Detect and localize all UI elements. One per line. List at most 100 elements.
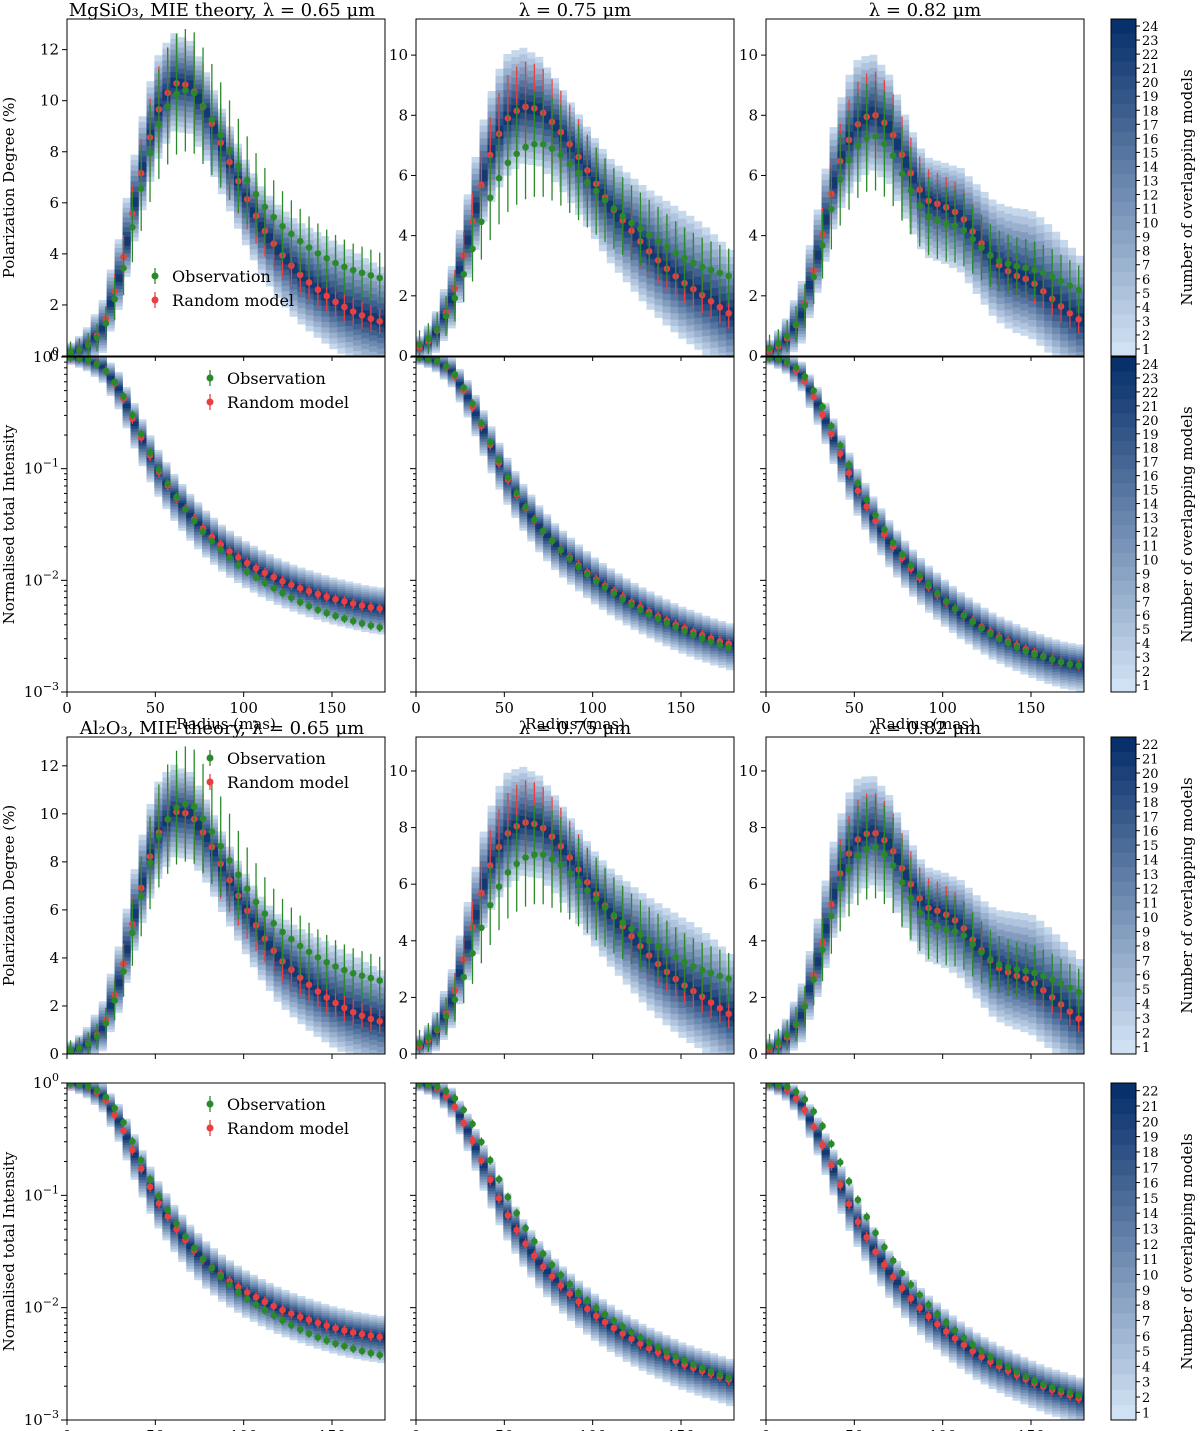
observation-point <box>707 638 715 646</box>
observation-point <box>252 898 260 906</box>
legend: Observation Random model <box>206 369 349 412</box>
observation-point <box>566 1280 573 1288</box>
observation-point <box>305 602 313 610</box>
colorbar-tick-label: 8 <box>1142 581 1150 596</box>
observation-point <box>76 346 83 354</box>
colorbar-MgSiO3-intensity: 123456789101112131415161718192021222324N… <box>1110 356 1196 694</box>
colorbar-segment <box>1111 594 1136 609</box>
observation-point <box>341 615 348 622</box>
random-model-point <box>305 279 313 286</box>
observation-point <box>566 160 573 168</box>
observation-point <box>783 332 791 340</box>
x-ticks: 0 50 100 150 <box>411 692 695 717</box>
colorbar-segment <box>1111 866 1136 882</box>
observation-point <box>84 1040 92 1048</box>
density-band-layer <box>766 357 1084 690</box>
random-model-point <box>810 393 817 401</box>
random-model-point <box>296 1313 304 1321</box>
colorbar-tick-label: 15 <box>1142 146 1159 161</box>
y-tick-label: 4 <box>748 932 758 950</box>
random-model-point <box>601 1318 609 1326</box>
observation-point <box>1040 269 1047 277</box>
observation-point <box>628 601 635 609</box>
y-tick-label: 2 <box>49 997 59 1015</box>
observation-point <box>349 970 357 977</box>
y-ticks: 0 2 4 6 8 10 <box>739 46 766 365</box>
observation-point <box>845 866 853 874</box>
x-tick-label: 0 <box>411 1427 421 1431</box>
y-tick-label: 0 <box>748 347 758 365</box>
colorbar-segment <box>1111 1190 1136 1207</box>
random-model-point <box>836 1181 844 1189</box>
random-model-series <box>67 1083 384 1343</box>
observation-point <box>1075 1392 1082 1399</box>
x-tick-label: 0 <box>761 1427 771 1431</box>
x-tick-label: 150 <box>318 1427 347 1431</box>
colorbar-tick-label: 22 <box>1142 1085 1159 1100</box>
observation-point <box>934 923 941 931</box>
colorbar-tick-label: 19 <box>1142 428 1159 443</box>
observation-point <box>349 1345 357 1352</box>
axes-frame <box>415 736 735 1055</box>
plot-area <box>766 776 1084 1054</box>
colorbar-segment <box>1111 780 1136 796</box>
observation-series <box>766 82 1082 356</box>
random-model-point <box>137 1165 145 1173</box>
observation-point <box>836 884 844 892</box>
colorbar-tick-label: 5 <box>1142 287 1150 302</box>
y-ticks <box>410 1082 416 1421</box>
colorbar-tick-label: 16 <box>1142 470 1159 485</box>
observation-point <box>1048 273 1056 280</box>
observation-point <box>469 1120 476 1128</box>
density-band-layer <box>766 357 1084 670</box>
colorbar-tick-label: 2 <box>1142 329 1150 344</box>
observation-point <box>102 367 110 375</box>
random-model-point <box>845 469 853 477</box>
colorbar-Al2O3-polarization: 12345678910111213141516171819202122Numbe… <box>1110 736 1196 1056</box>
legend-label: Observation <box>227 369 326 388</box>
observation-point <box>288 1321 295 1329</box>
observation-point <box>102 1019 110 1027</box>
y-tick-label: 8 <box>748 819 758 837</box>
observation-point <box>828 205 835 213</box>
density-band-layer <box>766 819 1084 1052</box>
colorbar-tick-label: 21 <box>1142 1100 1159 1115</box>
random-model-point <box>314 988 322 995</box>
random-model-point <box>111 1111 118 1118</box>
observation-point <box>619 1323 626 1331</box>
observation-point <box>93 360 101 368</box>
random-model-point <box>828 1161 835 1169</box>
observation-point <box>296 237 304 245</box>
observation-point <box>548 855 556 863</box>
observation-point <box>1031 266 1038 274</box>
observation-point <box>376 624 384 631</box>
y-tick-label: 10 <box>739 46 758 64</box>
observation-point <box>358 620 366 627</box>
observation-point <box>1022 1373 1029 1380</box>
random-model-point <box>495 1194 503 1202</box>
observation-point <box>810 387 817 394</box>
x-tick-label: 50 <box>495 1427 514 1431</box>
observation-point <box>592 187 600 195</box>
x-ticks: 0 50 100 150 <box>761 1420 1045 1431</box>
x-ticks: 0 50 100 150 <box>62 692 346 717</box>
random-model-point <box>725 309 732 317</box>
y-tick-label: 2 <box>398 988 408 1006</box>
random-model-point <box>235 1283 242 1291</box>
observation-point <box>341 1342 348 1350</box>
colorbar-segment <box>1111 75 1136 90</box>
colorbar-label: Number of overlapping models <box>1178 406 1196 642</box>
random-model-point <box>296 974 304 981</box>
x-tick-label: 100 <box>578 1427 607 1431</box>
observation-point <box>845 461 853 469</box>
y-tick-label: 4 <box>398 932 408 950</box>
observation-point <box>235 162 242 169</box>
colorbar-tick-label: 13 <box>1142 868 1159 883</box>
random-model-point <box>226 548 233 555</box>
